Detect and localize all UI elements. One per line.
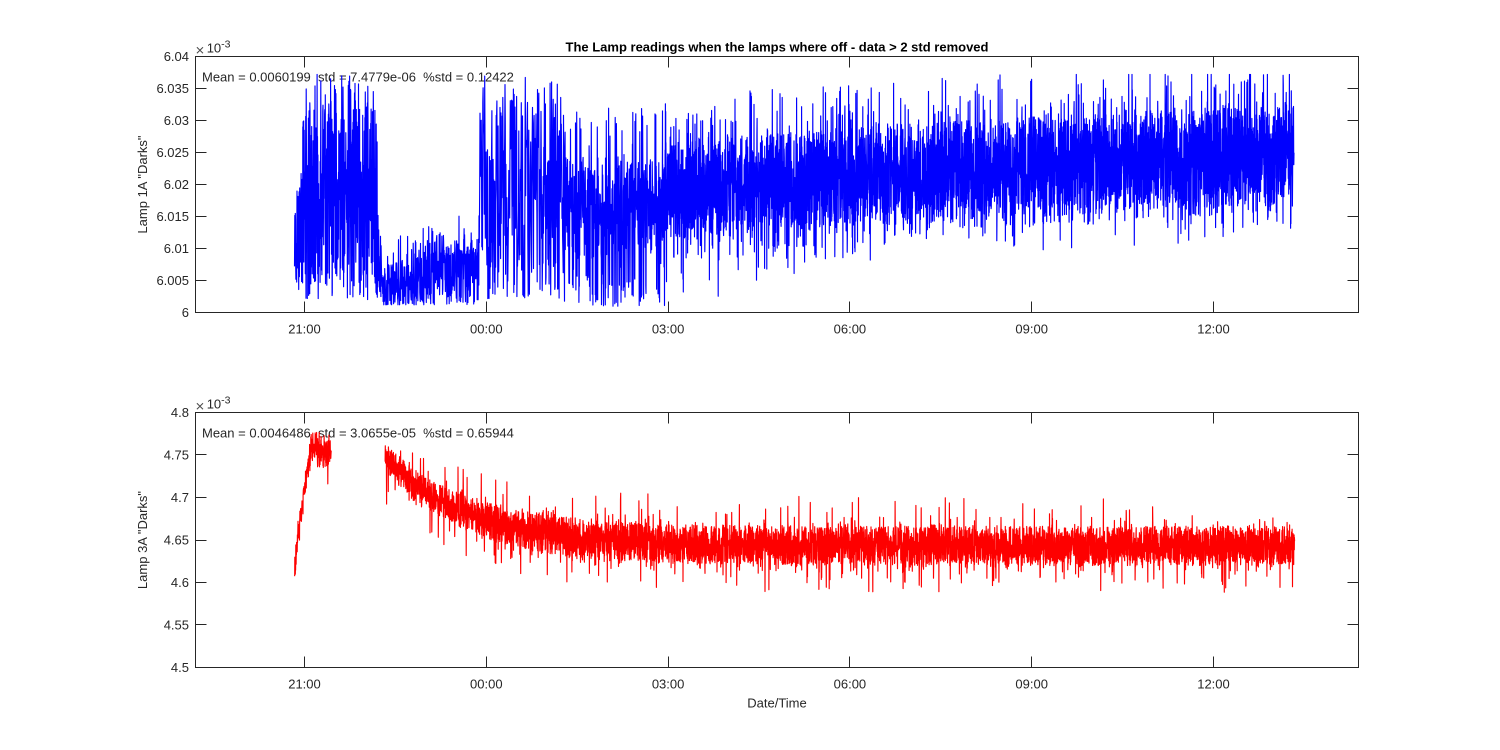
svg-text:09:00: 09:00 xyxy=(1015,322,1048,337)
svg-text:4.65: 4.65 xyxy=(164,533,189,548)
svg-text:6.03: 6.03 xyxy=(164,113,189,128)
svg-text:00:00: 00:00 xyxy=(470,322,503,337)
svg-text:The Lamp readings when the lam: The Lamp readings when the lamps where o… xyxy=(566,40,989,55)
svg-text:4.7: 4.7 xyxy=(171,490,189,505)
svg-text:06:00: 06:00 xyxy=(834,677,867,692)
svg-text:03:00: 03:00 xyxy=(652,677,685,692)
svg-text:09:00: 09:00 xyxy=(1015,677,1048,692)
svg-text:4.75: 4.75 xyxy=(164,448,189,463)
svg-text:12:00: 12:00 xyxy=(1197,677,1230,692)
svg-text:06:00: 06:00 xyxy=(834,322,867,337)
svg-text:4.6: 4.6 xyxy=(171,575,189,590)
svg-text:21:00: 21:00 xyxy=(288,677,321,692)
svg-text:4.55: 4.55 xyxy=(164,618,189,633)
svg-text:21:00: 21:00 xyxy=(288,322,321,337)
svg-text:6.04: 6.04 xyxy=(164,49,189,64)
svg-text:6.02: 6.02 xyxy=(164,177,189,192)
svg-text:12:00: 12:00 xyxy=(1197,322,1230,337)
svg-text:6.025: 6.025 xyxy=(156,145,189,160)
svg-text:4.5: 4.5 xyxy=(171,660,189,675)
svg-text:6.035: 6.035 xyxy=(156,81,189,96)
svg-text:Date/Time: Date/Time xyxy=(747,696,806,711)
svg-text:6.005: 6.005 xyxy=(156,273,189,288)
svg-text:6: 6 xyxy=(182,305,189,320)
svg-text:03:00: 03:00 xyxy=(652,322,685,337)
svg-text:00:00: 00:00 xyxy=(470,677,503,692)
svg-text:Lamp 1A "Darks": Lamp 1A "Darks" xyxy=(135,135,150,233)
svg-text:Mean = 0.0060199 std = 7.4779: Mean = 0.0060199 std = 7.4779e-06 %std =… xyxy=(202,70,514,85)
svg-text:6.01: 6.01 xyxy=(164,241,189,256)
svg-text:Lamp 3A "Darks": Lamp 3A "Darks" xyxy=(135,491,150,589)
svg-text:6.015: 6.015 xyxy=(156,209,189,224)
svg-text:Mean = 0.0046486 std = 3.0655: Mean = 0.0046486 std = 3.0655e-05 %std =… xyxy=(202,426,514,441)
svg-text:4.8: 4.8 xyxy=(171,405,189,420)
